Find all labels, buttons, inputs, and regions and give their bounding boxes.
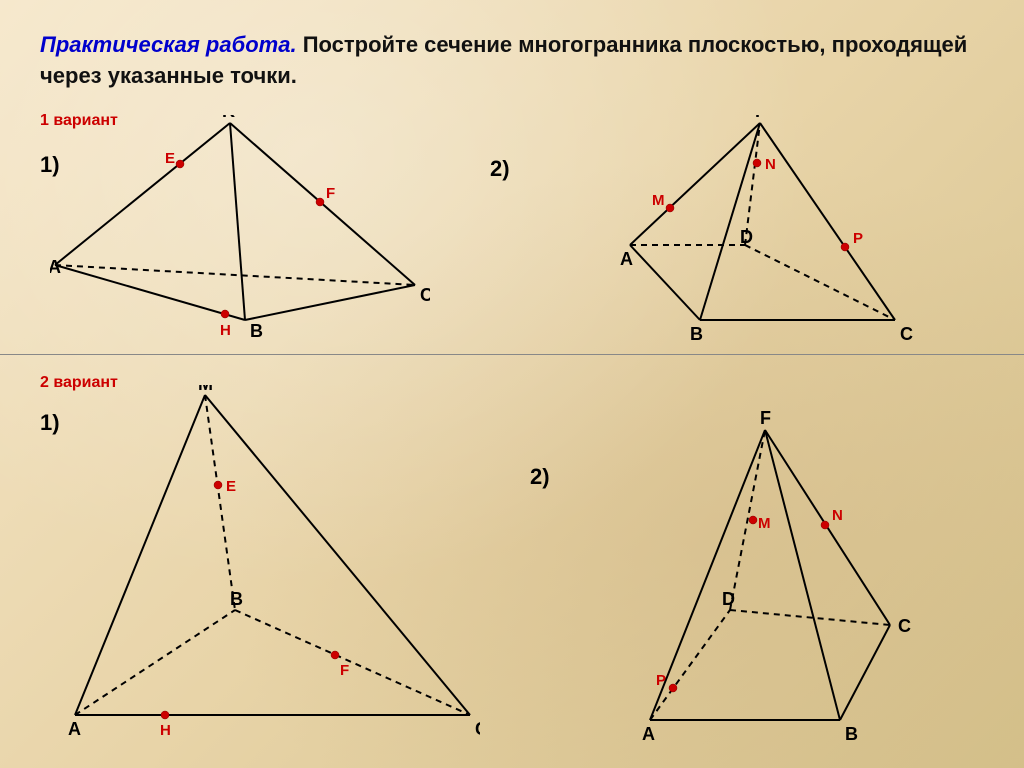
edge <box>55 123 230 265</box>
section-point-M <box>666 204 674 212</box>
vertex-label-B: B <box>690 324 703 344</box>
point-label-E: E <box>165 150 175 167</box>
point-label-F: F <box>340 662 349 679</box>
edge <box>760 123 895 320</box>
vertex-label-C: C <box>475 719 480 739</box>
vertex-label-B: B <box>250 321 263 341</box>
edge <box>205 395 470 715</box>
divider <box>0 354 1024 355</box>
edge-dashed <box>730 610 890 625</box>
problem-2-2: 2) <box>530 464 550 490</box>
header-title: Практическая работа. <box>40 32 297 57</box>
edge <box>245 285 415 320</box>
edge-dashed <box>650 610 730 720</box>
vertex-label-A: A <box>50 257 61 277</box>
vertex-label-A: A <box>68 719 81 739</box>
vertex-label-D: D <box>740 227 753 247</box>
edge <box>230 123 245 320</box>
point-label-P: P <box>853 230 863 247</box>
figure-1-1: A B C K E F H <box>50 115 430 345</box>
vertex-label-A: A <box>642 724 655 740</box>
vertex-label-F: F <box>755 115 766 121</box>
figure-1-2: A B C D F M N P <box>590 115 970 345</box>
figure-2-1: A B C M E F H <box>60 385 480 745</box>
point-label-H: H <box>160 722 171 739</box>
vertex-label-C: C <box>420 285 430 305</box>
vertex-label-B: B <box>230 589 243 609</box>
vertex-label-A: A <box>620 249 633 269</box>
edge-dashed <box>75 610 235 715</box>
vertex-label-C: C <box>898 616 911 636</box>
vertex-label-D: D <box>722 589 735 609</box>
vertex-label-C: C <box>900 324 913 344</box>
vertex-label-M: M <box>198 385 213 394</box>
section-point-N <box>821 521 829 529</box>
problem-1-2: 2) <box>490 156 510 182</box>
edge <box>765 430 840 720</box>
header: Практическая работа. Постройте сечение м… <box>40 30 984 92</box>
figure-2-2: A B C D F M N P <box>620 400 980 740</box>
section-point-H <box>221 310 229 318</box>
vertex-label-K: K <box>222 115 235 121</box>
section-point-M <box>749 516 757 524</box>
problem-2-1: 1) <box>40 410 60 436</box>
section-point-P <box>841 243 849 251</box>
section-point-F <box>331 651 339 659</box>
section-point-E <box>176 160 184 168</box>
vertex-label-B: B <box>845 724 858 740</box>
edge <box>55 265 245 320</box>
edge <box>840 625 890 720</box>
section-point-E <box>214 481 222 489</box>
section-point-N <box>753 159 761 167</box>
vertex-label-F: F <box>760 408 771 428</box>
point-label-E: E <box>226 478 236 495</box>
point-label-H: H <box>220 322 231 339</box>
edge <box>75 395 205 715</box>
edge-dashed <box>745 245 895 320</box>
edge <box>630 245 700 320</box>
point-label-M: M <box>652 192 665 209</box>
section-point-P <box>669 684 677 692</box>
point-label-P: P <box>656 672 666 689</box>
section-point-F <box>316 198 324 206</box>
section-point-H <box>161 711 169 719</box>
point-label-N: N <box>765 156 776 173</box>
edge <box>700 123 760 320</box>
point-label-F: F <box>326 185 335 202</box>
point-label-N: N <box>832 507 843 524</box>
edge <box>650 430 765 720</box>
edge-dashed <box>55 265 415 285</box>
point-label-M: M <box>758 515 771 532</box>
edge-dashed <box>235 610 470 715</box>
